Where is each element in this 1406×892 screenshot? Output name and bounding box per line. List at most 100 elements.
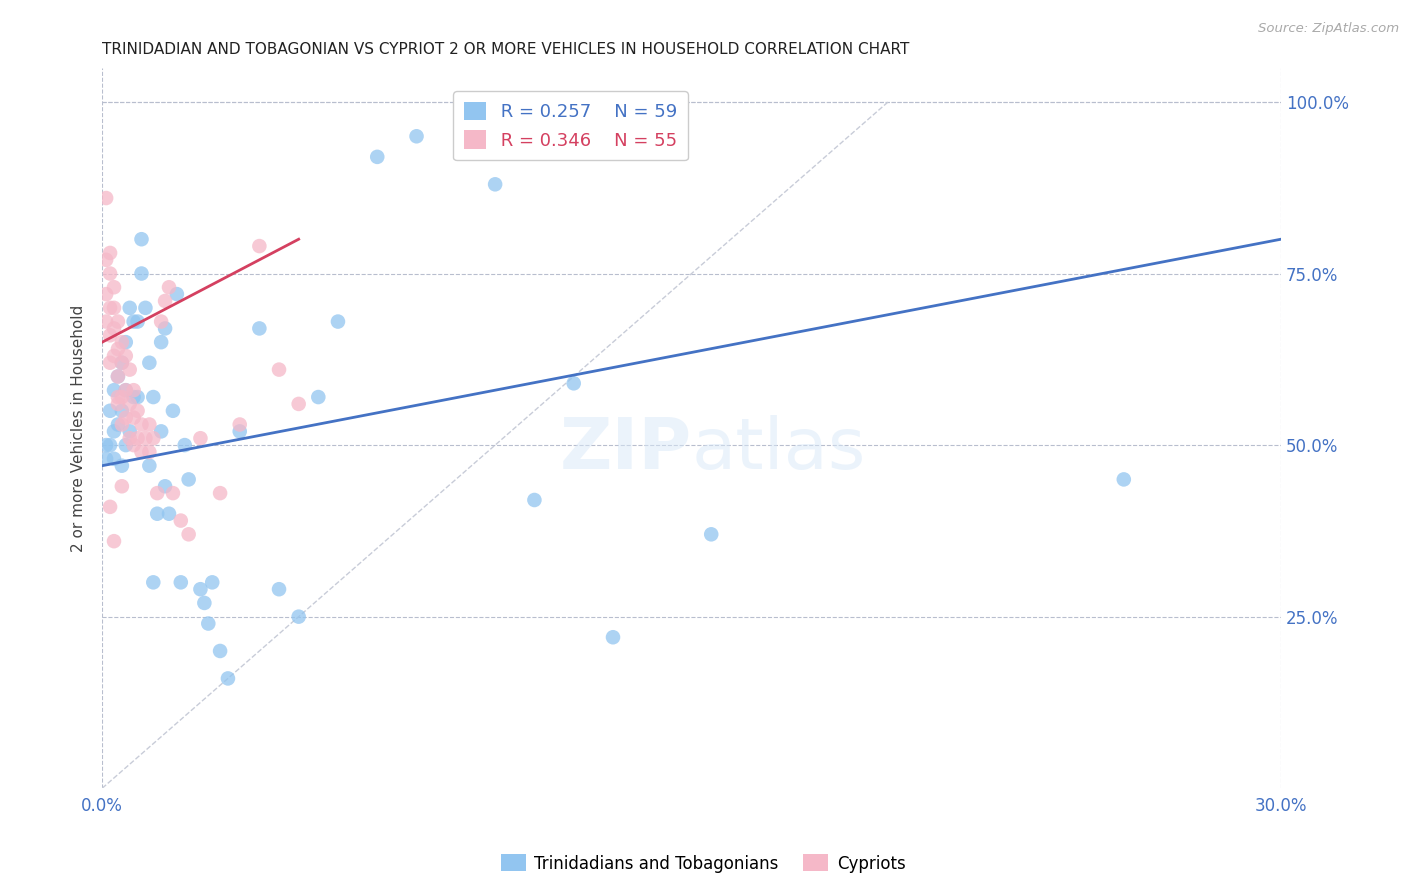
Point [153, 479, 176, 493]
Point [523, 493, 546, 508]
Point [98, 246, 121, 260]
Point [111, 356, 134, 370]
Point [114, 438, 136, 452]
Legend: Trinidadians and Tobagonians, Cypriots: Trinidadians and Tobagonians, Cypriots [494, 847, 912, 880]
Point [94, 315, 117, 329]
Point [122, 383, 145, 397]
Point [142, 575, 165, 590]
Point [103, 451, 125, 466]
Point [190, 431, 212, 445]
Point [111, 458, 134, 473]
Point [103, 383, 125, 397]
Point [267, 582, 290, 597]
Point [94, 451, 117, 466]
Point [170, 514, 193, 528]
Point [111, 390, 134, 404]
Point [107, 369, 129, 384]
Point [190, 582, 212, 597]
Point [94, 287, 117, 301]
Point [287, 397, 309, 411]
Point [166, 287, 188, 301]
Point [122, 410, 145, 425]
Point [107, 417, 129, 432]
Point [103, 280, 125, 294]
Point [162, 404, 184, 418]
Point [138, 445, 160, 459]
Point [150, 315, 173, 329]
Point [118, 425, 141, 439]
Point [107, 397, 129, 411]
Point [107, 342, 129, 356]
Point [142, 390, 165, 404]
Point [118, 301, 141, 315]
Point [562, 376, 585, 391]
Point [111, 479, 134, 493]
Legend:  R = 0.257    N = 59,  R = 0.346    N = 55: R = 0.257 N = 59, R = 0.346 N = 55 [453, 91, 688, 161]
Point [201, 575, 224, 590]
Point [405, 129, 427, 144]
Point [98, 356, 121, 370]
Point [107, 390, 129, 404]
Point [127, 315, 149, 329]
Point [107, 369, 129, 384]
Point [131, 267, 153, 281]
Point [98, 328, 121, 343]
Point [131, 417, 153, 432]
Point [114, 335, 136, 350]
Point [287, 609, 309, 624]
Point [217, 672, 239, 686]
Point [122, 438, 145, 452]
Point [193, 596, 215, 610]
Point [153, 321, 176, 335]
Text: Source: ZipAtlas.com: Source: ZipAtlas.com [1258, 22, 1399, 36]
Point [134, 301, 156, 315]
Point [247, 321, 270, 335]
Text: ZIP: ZIP [560, 415, 692, 484]
Point [127, 390, 149, 404]
Point [103, 301, 125, 315]
Point [111, 417, 134, 432]
Y-axis label: 2 or more Vehicles in Household: 2 or more Vehicles in Household [72, 304, 86, 551]
Point [142, 431, 165, 445]
Point [366, 150, 388, 164]
Point [307, 390, 329, 404]
Point [162, 486, 184, 500]
Point [229, 425, 252, 439]
Point [150, 425, 173, 439]
Point [127, 404, 149, 418]
Point [103, 534, 125, 549]
Point [267, 362, 290, 376]
Point [326, 315, 349, 329]
Point [98, 301, 121, 315]
Point [131, 445, 153, 459]
Point [484, 178, 506, 192]
Point [229, 417, 252, 432]
Point [134, 431, 156, 445]
Point [197, 616, 219, 631]
Point [157, 507, 180, 521]
Point [111, 335, 134, 350]
Point [94, 191, 117, 205]
Point [98, 404, 121, 418]
Point [103, 349, 125, 363]
Point [103, 321, 125, 335]
Point [94, 252, 117, 267]
Point [1112, 472, 1135, 486]
Point [700, 527, 723, 541]
Point [122, 315, 145, 329]
Point [209, 486, 232, 500]
Point [98, 438, 121, 452]
Point [138, 356, 160, 370]
Point [170, 575, 193, 590]
Point [138, 417, 160, 432]
Point [114, 383, 136, 397]
Point [153, 293, 176, 308]
Point [107, 315, 129, 329]
Point [157, 280, 180, 294]
Point [146, 486, 169, 500]
Point [118, 362, 141, 376]
Point [122, 390, 145, 404]
Point [173, 438, 195, 452]
Point [118, 431, 141, 445]
Text: atlas: atlas [692, 415, 866, 484]
